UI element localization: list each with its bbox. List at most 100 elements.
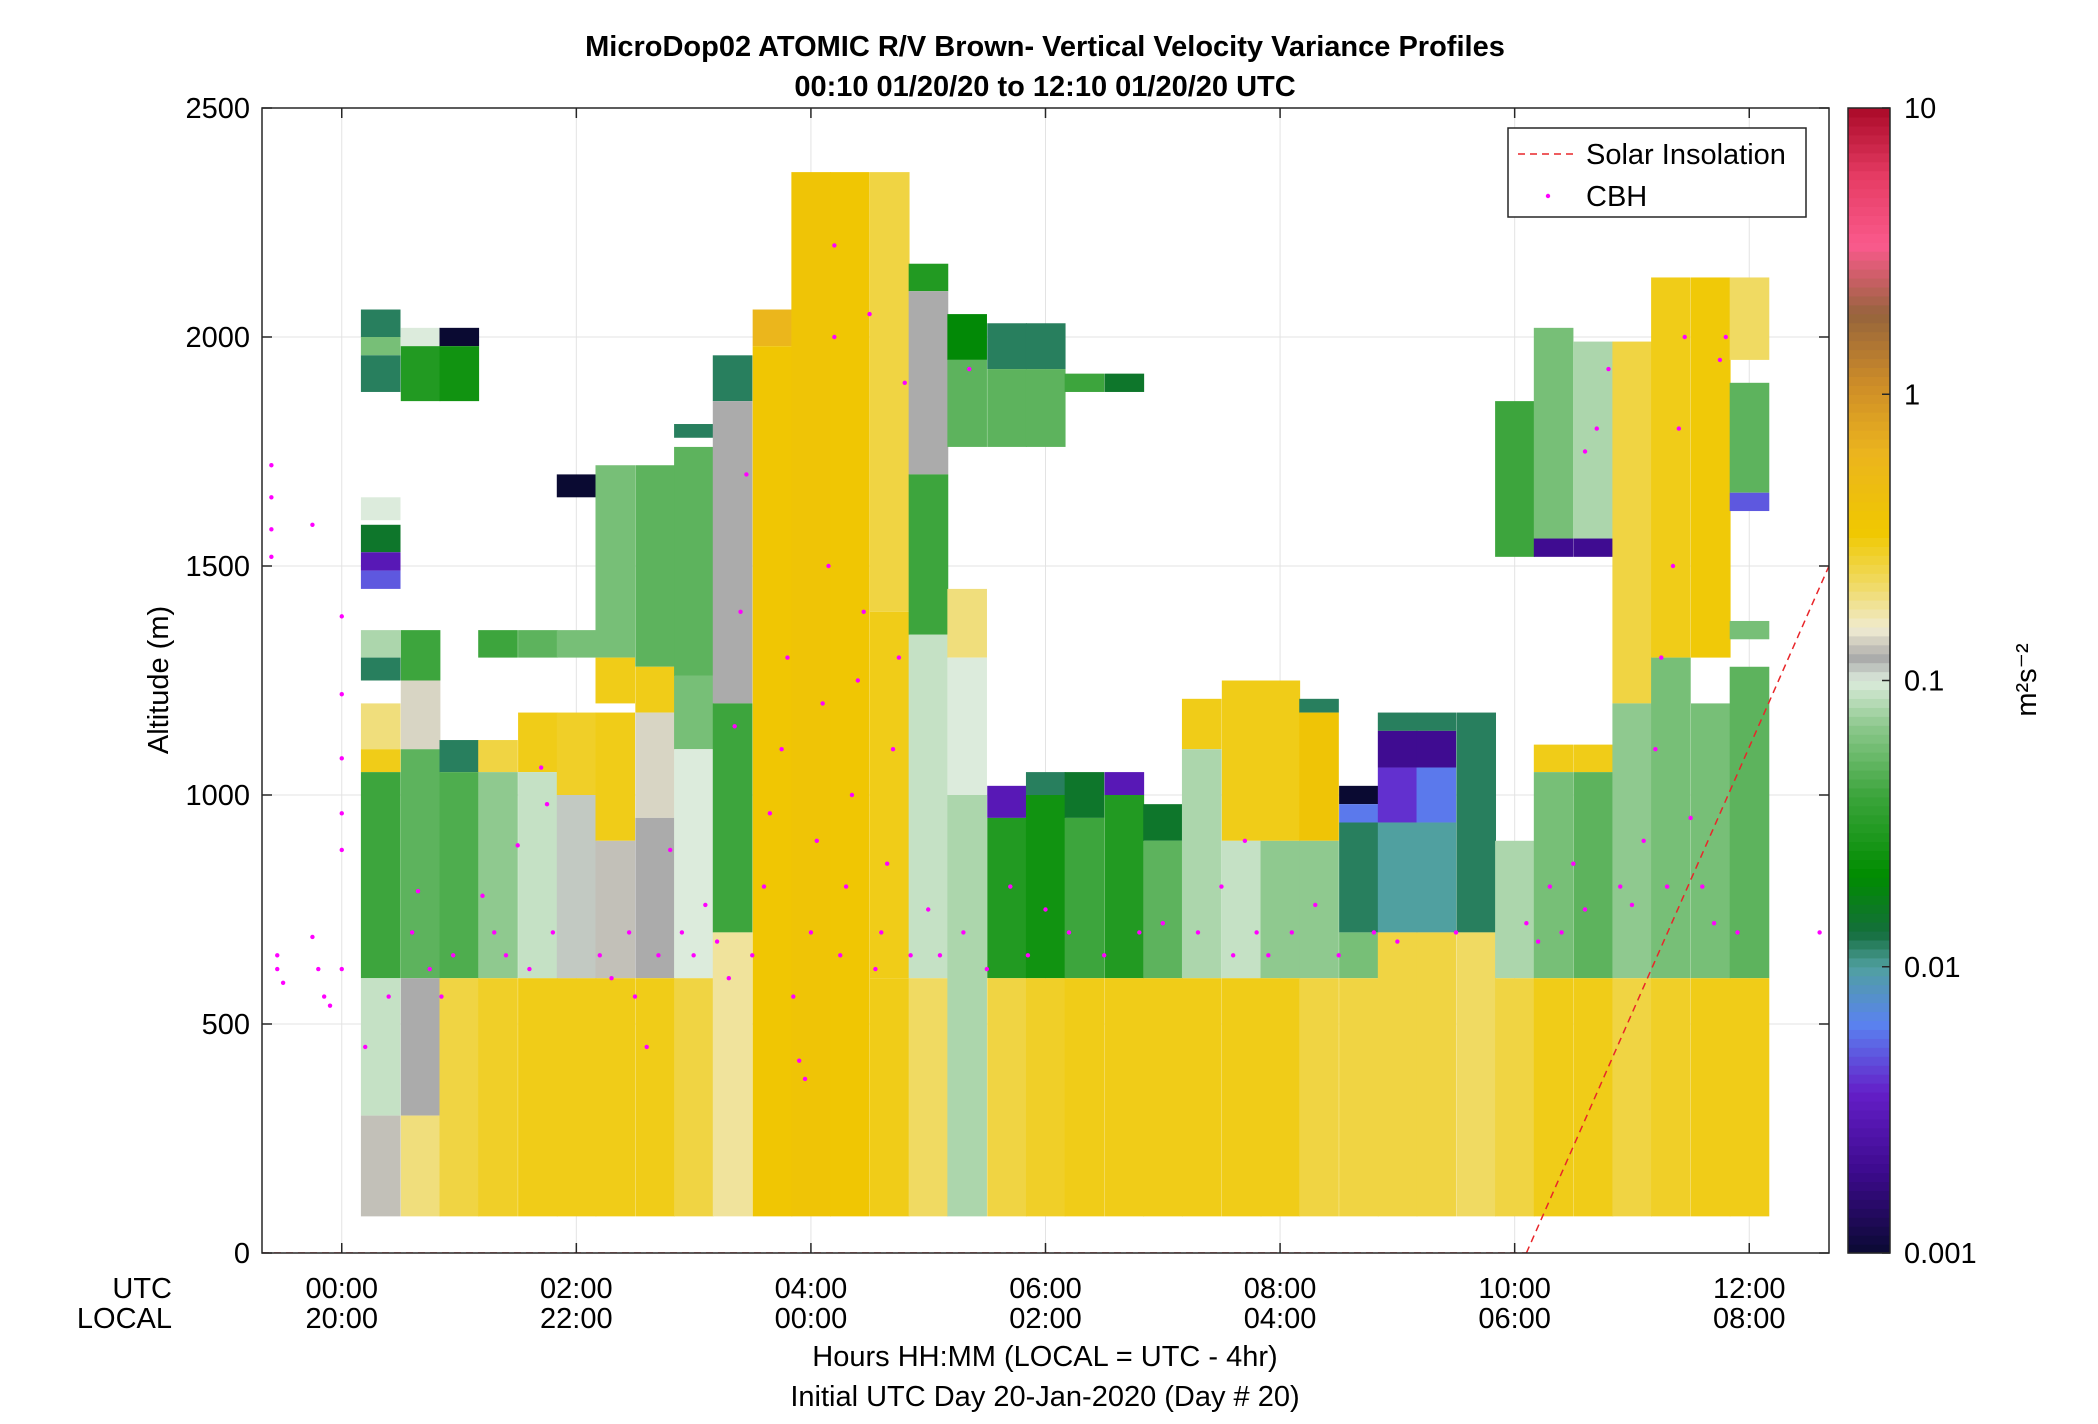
x-tick-label-local: 00:00 — [775, 1303, 848, 1335]
colorbar-segment — [1848, 725, 1890, 735]
cbh-point — [1700, 884, 1705, 889]
colorbar-segment — [1848, 671, 1890, 682]
colorbar-segment — [1848, 1020, 1890, 1030]
cbh-point — [767, 811, 773, 816]
colorbar-tick-label: 0.01 — [1904, 952, 1960, 984]
colorbar-segment — [1848, 984, 1890, 995]
cbh-point — [714, 939, 720, 944]
cbh-point — [902, 380, 907, 385]
heatmap-cell — [1416, 712, 1457, 731]
heatmap-cell — [400, 749, 441, 979]
cbh-point — [1676, 426, 1682, 431]
cbh-point — [1230, 953, 1236, 958]
heatmap-cell — [595, 657, 636, 704]
legend-cbh-label: CBH — [1586, 181, 1647, 213]
x-tick-label-utc: 12:00 — [1713, 1273, 1786, 1305]
colorbar-segment — [1848, 1127, 1890, 1138]
heatmap-cell — [674, 424, 714, 438]
heatmap-cell — [1573, 538, 1614, 557]
cbh-point — [873, 966, 878, 972]
colorbar-segment — [1848, 340, 1890, 351]
cbh-point — [855, 678, 861, 683]
x-tick-label-utc: 04:00 — [775, 1273, 848, 1305]
colorbar-segment — [1848, 215, 1890, 225]
colorbar-segment — [1848, 975, 1890, 986]
colorbar-segment — [1848, 1154, 1890, 1165]
heatmap-cell — [360, 772, 401, 979]
heatmap-cell — [712, 932, 753, 1217]
heatmap-cell — [1729, 666, 1770, 979]
cbh-point — [908, 953, 913, 958]
colorbar-segment — [1848, 948, 1890, 959]
heatmap-cell — [908, 634, 949, 979]
colorbar-segment — [1848, 483, 1890, 494]
heatmap-cell — [556, 630, 597, 658]
heatmap-cell — [1416, 767, 1457, 823]
cbh-point — [527, 966, 532, 972]
heatmap-cell — [518, 978, 558, 1217]
colorbar-segment — [1848, 993, 1890, 1004]
colorbar-segment — [1848, 644, 1890, 655]
colorbar-segment — [1848, 447, 1890, 458]
heatmap-cell — [635, 817, 675, 979]
heatmap-cell — [1377, 822, 1418, 933]
heatmap-cell — [1377, 712, 1418, 731]
cbh-point — [1717, 357, 1723, 363]
cbh-point — [726, 976, 732, 981]
cbh-point — [280, 980, 286, 985]
colorbar-segment — [1848, 1065, 1890, 1075]
heatmap-cell — [1533, 978, 1574, 1217]
cbh-point — [1664, 884, 1670, 889]
colorbar-segment — [1848, 438, 1890, 449]
cbh-point — [1025, 953, 1031, 958]
heatmap-cell — [400, 346, 441, 402]
cbh-point — [838, 953, 843, 958]
heatmap-cell — [1495, 401, 1535, 557]
cbh-point — [1735, 930, 1740, 935]
heatmap-cell — [1025, 978, 1066, 1217]
heatmap-cell — [987, 817, 1027, 979]
heatmap-cell — [556, 795, 597, 979]
cbh-point — [1160, 921, 1165, 926]
colorbar-segment — [1848, 161, 1890, 172]
cbh-point — [667, 847, 673, 853]
cbh-point — [1242, 838, 1248, 843]
cbh-point — [843, 884, 849, 889]
heatmap-cell — [1104, 772, 1145, 795]
colorbar-segment — [1848, 689, 1890, 699]
heatmap-cell — [478, 630, 518, 658]
heatmap-cell — [1573, 978, 1614, 1217]
cbh-point — [1371, 930, 1377, 935]
colorbar-segment — [1848, 233, 1890, 243]
heatmap-cell — [360, 355, 401, 392]
heatmap-cell — [1025, 795, 1066, 979]
cbh-point — [738, 609, 743, 614]
colorbar-segment — [1848, 796, 1890, 807]
colorbar-tick-label: 0.001 — [1904, 1238, 1977, 1270]
heatmap-cell — [1339, 822, 1379, 933]
cbh-point — [1594, 426, 1599, 431]
colorbar-segment — [1848, 546, 1890, 556]
cbh-point — [691, 953, 696, 958]
x-tick-label-local: 20:00 — [305, 1303, 378, 1335]
heatmap-cell — [360, 1115, 401, 1217]
heatmap-cell — [1025, 323, 1066, 370]
colorbar-segment — [1848, 743, 1890, 753]
heatmap-cell — [1729, 382, 1770, 493]
colorbar-segment — [1848, 1244, 1890, 1254]
heatmap-cell — [1377, 932, 1418, 1217]
heatmap-cell — [947, 795, 987, 1217]
heatmap-cell — [1260, 840, 1301, 979]
heatmap-cell — [1651, 978, 1691, 1217]
colorbar-segment — [1848, 680, 1890, 691]
heatmap-cell — [595, 840, 636, 979]
colorbar-segment — [1848, 304, 1890, 315]
cbh-point — [832, 334, 837, 340]
heatmap-cell — [1339, 932, 1379, 979]
heatmap-cell — [1456, 932, 1497, 1217]
colorbar-segment — [1848, 895, 1890, 905]
colorbar-segment — [1848, 966, 1890, 977]
colorbar-segment — [1848, 1038, 1890, 1048]
cbh-point — [1817, 930, 1822, 935]
heatmap-cell — [556, 474, 597, 498]
